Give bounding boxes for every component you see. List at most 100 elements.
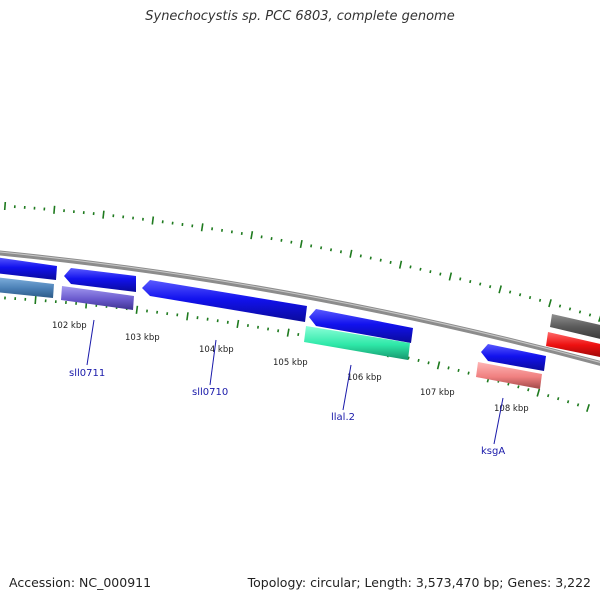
inner-tick — [267, 327, 270, 331]
leader-line-ksgA — [493, 397, 504, 445]
outer-tick — [310, 244, 313, 248]
inner-tick — [467, 371, 470, 375]
length-text: Length: 3,573,470 bp; — [364, 575, 504, 590]
outer-tick — [419, 267, 422, 271]
ruler-label: 102 kbp — [52, 321, 87, 331]
feature-llal-2[interactable] — [304, 326, 410, 360]
inner-tick — [407, 356, 410, 360]
outer-tick — [3, 201, 7, 211]
outer-tick — [578, 310, 582, 314]
feature-sll0711[interactable] — [61, 286, 134, 310]
ruler-label: 107 kbp — [420, 388, 455, 398]
outer-tick — [299, 239, 303, 249]
genes-count-text: Genes: 3,222 — [507, 575, 591, 590]
accession-text: Accession: NC_000911 — [9, 575, 152, 590]
gene-label-sll0710[interactable]: sll0710 — [192, 387, 228, 398]
gene-llal-2[interactable] — [309, 309, 413, 343]
outer-tick — [448, 272, 453, 281]
outer-tick — [598, 315, 600, 323]
inner-tick — [507, 382, 510, 386]
inner-tick — [417, 358, 420, 363]
outer-tick — [290, 240, 293, 244]
outer-tick — [588, 313, 592, 317]
inner-tick — [517, 385, 520, 389]
ruler-label: 105 kbp — [273, 358, 308, 368]
outer-tick — [508, 290, 512, 294]
outer-tick — [409, 265, 412, 269]
topology-info: Topology: circular; Length: 3,573,470 bp… — [248, 575, 591, 590]
outer-tick — [320, 246, 323, 250]
outer-tick — [151, 216, 155, 225]
outer-tick — [379, 258, 382, 262]
feature-left-edge[interactable] — [0, 277, 54, 298]
inner-tick — [135, 305, 139, 314]
inner-tick — [436, 361, 441, 370]
gene-right-edge[interactable] — [550, 314, 600, 340]
outer-tick — [53, 205, 56, 214]
gene-label-sll0711[interactable]: sll0711 — [69, 368, 105, 379]
ruler-label: 103 kbp — [125, 333, 160, 343]
outer-tick — [250, 231, 254, 240]
outer-tick — [270, 237, 273, 241]
gene-label-llal-2[interactable]: llal.2 — [331, 412, 355, 423]
map-title: Synechocystis sp. PCC 6803, complete gen… — [145, 9, 455, 24]
ruler-label: 108 kbp — [494, 404, 529, 414]
inner-tick — [286, 328, 290, 337]
inner-tick — [427, 361, 430, 365]
outer-tick — [479, 282, 482, 286]
outer-tick — [518, 293, 522, 297]
inner-tick — [297, 332, 300, 337]
inner-tick — [447, 366, 450, 370]
outer-tick — [280, 238, 283, 242]
outer-tick — [102, 210, 105, 219]
outer-tick — [200, 223, 204, 232]
outer-tick — [429, 270, 432, 274]
gene-sll0711[interactable] — [64, 268, 136, 292]
outer-tick — [489, 285, 492, 289]
outer-tick — [498, 285, 502, 294]
inner-tick — [527, 388, 530, 392]
feature-right-edge[interactable] — [546, 332, 600, 358]
outer-tick — [558, 304, 562, 308]
outer-tick — [389, 260, 392, 264]
outer-tick — [459, 277, 462, 281]
gene-left-edge[interactable] — [0, 257, 57, 280]
outer-tick — [369, 256, 372, 260]
outer-tick — [349, 249, 353, 258]
gene-ksgA[interactable] — [481, 344, 546, 371]
outer-tick — [469, 279, 472, 284]
ruler-label: 106 kbp — [347, 373, 382, 383]
outer-tick — [538, 298, 542, 302]
topology-text: Topology: circular; — [247, 575, 361, 590]
outer-tick — [339, 250, 342, 254]
leader-line-sll0710 — [209, 339, 217, 386]
outer-tick — [568, 307, 572, 311]
genome-backbone-highlight — [0, 251, 600, 363]
leader-line-llal-2 — [342, 364, 352, 411]
outer-tick — [329, 248, 333, 252]
outer-tick — [398, 260, 403, 269]
inner-tick — [277, 329, 280, 333]
ruler-label: 104 kbp — [199, 345, 234, 355]
inner-tick — [576, 403, 580, 407]
outer-tick — [528, 295, 532, 300]
inner-tick — [566, 400, 570, 404]
inner-tick — [246, 324, 249, 328]
inner-tick — [536, 388, 541, 397]
leader-line-sll0711 — [86, 319, 95, 366]
inner-tick — [557, 397, 560, 401]
gene-label-ksgA[interactable]: ksgA — [481, 446, 505, 457]
inner-tick — [457, 368, 460, 373]
inner-tick — [547, 394, 550, 398]
genome-backbone — [0, 250, 600, 366]
inner-tick — [34, 296, 37, 305]
outer-tick — [548, 299, 552, 308]
inner-tick — [236, 319, 240, 329]
outer-tick — [439, 272, 442, 276]
feature-ksgA[interactable] — [476, 362, 542, 389]
gene-sll0710[interactable] — [142, 280, 307, 322]
inner-tick — [186, 312, 189, 321]
inner-tick — [586, 403, 590, 413]
outer-tick — [359, 254, 362, 258]
